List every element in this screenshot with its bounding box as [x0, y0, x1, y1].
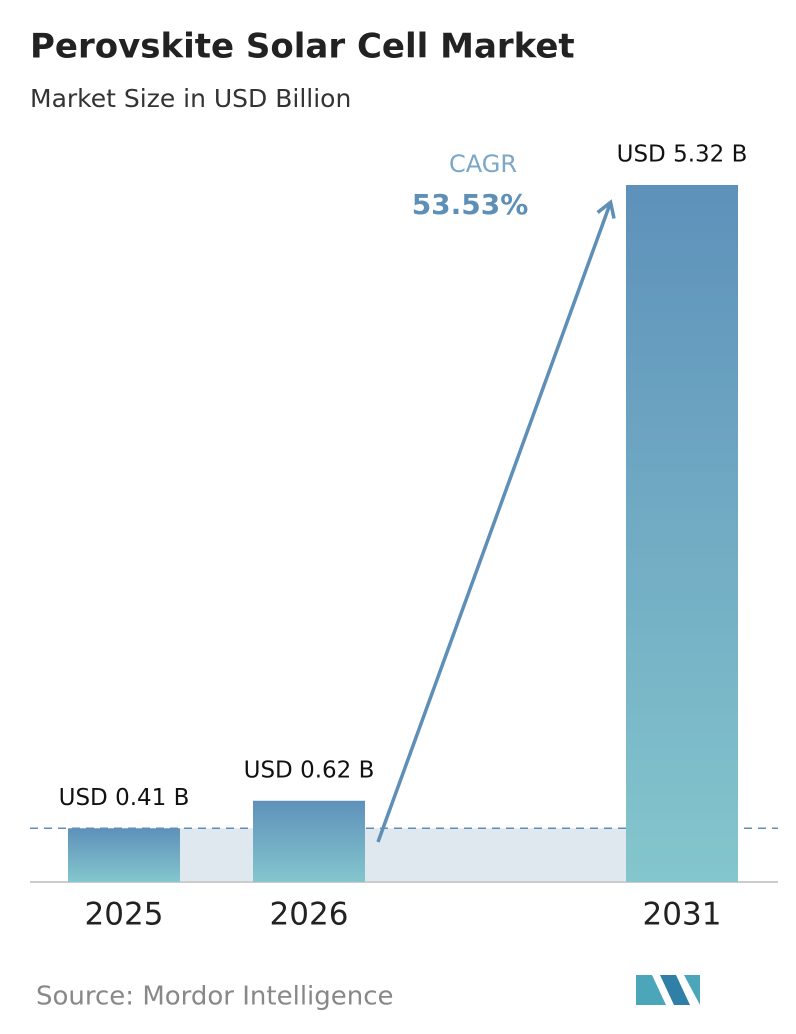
value-label: USD 0.62 B	[244, 757, 375, 783]
x-tick-label: 2031	[643, 897, 722, 933]
cagr-value: 53.53%	[412, 188, 529, 221]
x-tick-label: 2025	[85, 897, 164, 933]
x-tick-label: 2026	[270, 897, 349, 933]
bar	[253, 800, 365, 882]
source: Source: Mordor Intelligence	[36, 982, 394, 1012]
value-label: USD 0.41 B	[59, 785, 190, 811]
cagr-label: CAGR	[449, 150, 517, 178]
cagr-arrow	[376, 199, 616, 843]
bar	[626, 185, 738, 882]
chart-subtitle: Market Size in USD Billion	[30, 84, 351, 113]
bar	[68, 828, 180, 882]
value-label: USD 5.32 B	[617, 142, 748, 168]
chart-title: Perovskite Solar Cell Market	[30, 27, 575, 67]
logo	[636, 975, 700, 1005]
